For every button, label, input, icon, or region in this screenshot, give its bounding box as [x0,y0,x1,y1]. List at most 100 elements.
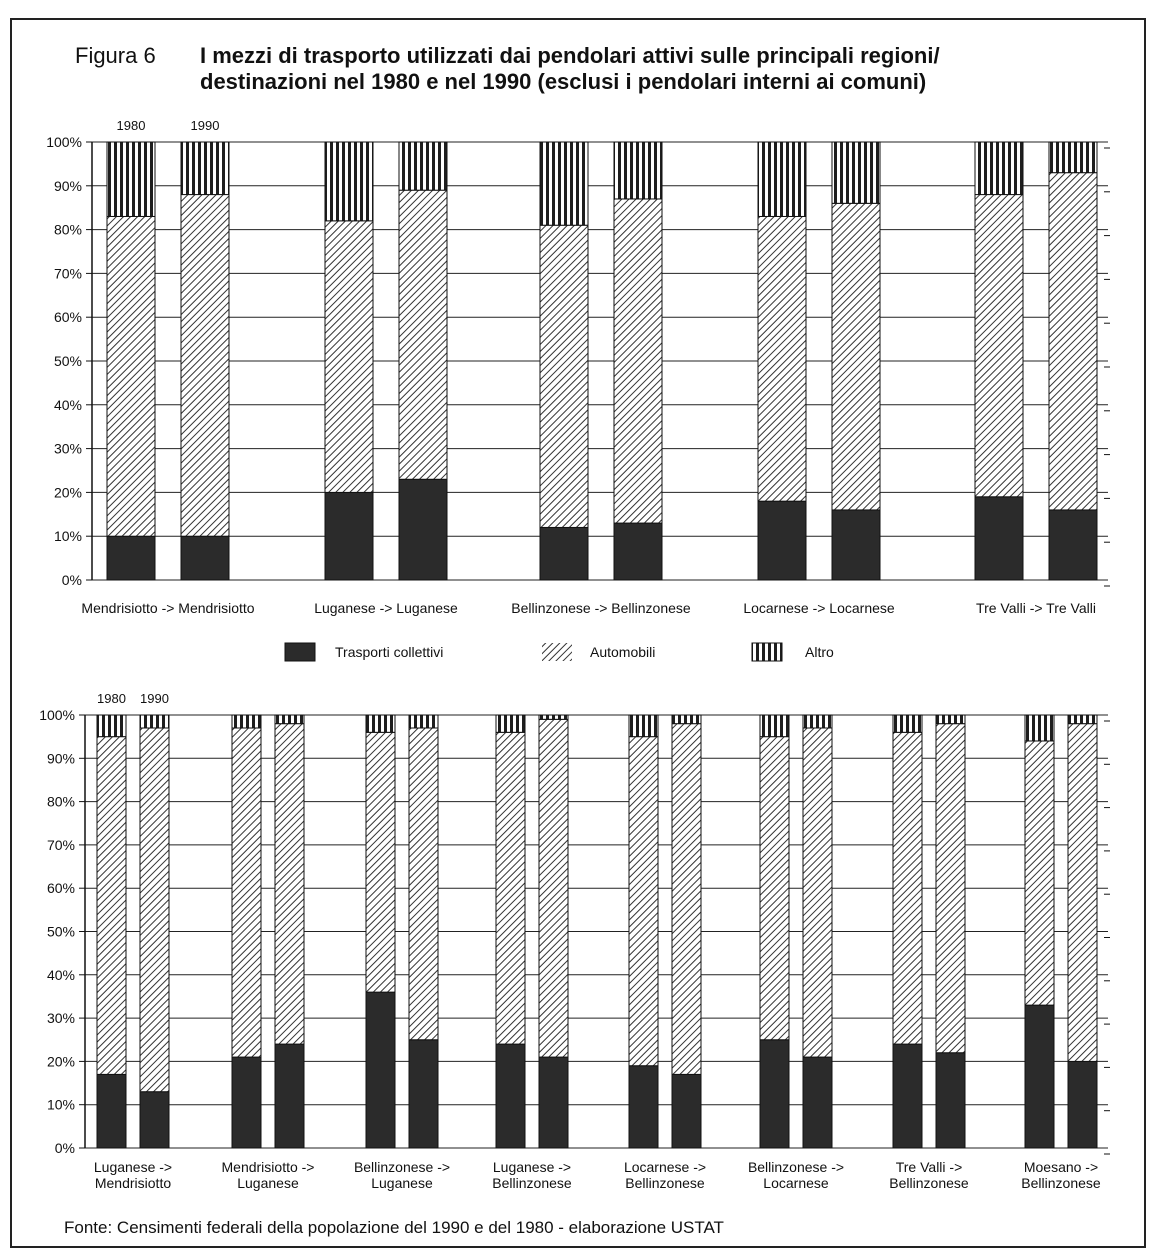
bar-segment-automobili [757,215,807,502]
bar-segment-collettivi [831,509,881,581]
bar-segment-automobili [613,198,663,524]
category-label: Bellinzonese [1021,1175,1101,1191]
category-label: Locarnese [763,1175,829,1191]
figure-label: Figura 6 [75,43,156,68]
bar-segment-altro [365,714,396,733]
bar-segment-automobili [495,731,526,1045]
y-tick-label: 20% [47,1053,75,1069]
bar-segment-altro [935,714,966,725]
y-tick-label: 100% [39,707,75,723]
category-label: Mendrisiotto -> Mendrisiotto [81,600,254,616]
bar-segment-automobili [539,224,589,528]
category-label: Luganese -> Luganese [314,600,458,616]
bar-segment-automobili [1067,723,1098,1062]
bar-segment-altro [974,141,1024,196]
y-tick-label: 10% [47,1097,75,1113]
bar-segment-automobili [802,727,833,1058]
bar-segment-collettivi [671,1073,702,1149]
category-label: Bellinzonese -> Bellinzonese [511,600,691,616]
bar-segment-collettivi [139,1091,170,1149]
bar-segment-automobili [1024,740,1055,1006]
category-label: Bellinzonese -> [748,1159,844,1175]
bar-segment-collettivi [96,1073,127,1149]
bar-segment-altro [180,141,230,196]
category-label: Locarnese -> [624,1159,706,1175]
chart-panel-top: 0% 10% 20% 30% 40% 50% 60% 70% 80% 90% 100% 1980 199… [46,118,1110,616]
bar-segment-collettivi [324,491,374,581]
bar-segment-automobili [180,194,230,537]
y-tick-label: 70% [47,837,75,853]
bar-segment-automobili [892,731,923,1045]
category-label: Mendrisiotto [95,1175,171,1191]
bar-segment-altro [106,141,156,217]
bar-segment-automobili [671,723,702,1075]
y-tick-label: 60% [47,880,75,896]
bar-segment-automobili [1048,172,1098,511]
category-label: Tre Valli -> [896,1159,963,1175]
bar-segment-altro [274,714,305,725]
bar-segment-automobili [408,727,439,1041]
bar-segment-automobili [231,727,262,1058]
legend-swatch-automobili [542,643,572,661]
bar-segment-altro [96,714,127,738]
bar-segment-altro [139,714,170,729]
bar-segment-collettivi [539,526,589,581]
bar-segment-collettivi [538,1056,569,1149]
category-label: Bellinzonese [625,1175,705,1191]
source-note: Fonte: Censimenti federali della popolaz… [64,1218,724,1237]
bar-segment-collettivi [974,496,1024,581]
year-label: 1990 [140,691,169,706]
bar-segment-automobili [365,731,396,993]
figure-title-line-2: destinazioni nel 1980 e nel 1990 (esclus… [200,69,927,94]
bar-segment-collettivi [935,1052,966,1149]
bar-segment-collettivi [757,500,807,581]
category-label: Bellinzonese -> [354,1159,450,1175]
bar-segment-collettivi [759,1039,790,1149]
y-tick-label: 90% [54,178,82,194]
figure-title: I mezzi di trasporto utilizzati dai pend… [200,43,1100,95]
figure-title-line-1: I mezzi di trasporto utilizzati dai pend… [200,43,940,68]
year-label: 1990 [191,118,220,133]
bar-segment-altro [831,141,881,204]
y-tick-label: 70% [54,265,82,281]
bar-segment-collettivi [398,478,448,581]
bar-segment-altro [324,141,374,222]
year-label: 1980 [97,691,126,706]
bar-segment-automobili [139,727,170,1093]
y-tick-label: 20% [54,484,82,500]
bar-segment-collettivi [180,535,230,581]
bar-segment-altro [759,714,790,738]
bar-segment-collettivi [892,1043,923,1149]
y-tick-label: 60% [54,309,82,325]
y-tick-label: 50% [54,353,82,369]
legend-swatch-collettivi [284,642,316,662]
y-tick-label: 0% [62,572,82,588]
y-tick-label: 100% [46,134,82,150]
bar-segment-automobili [398,189,448,480]
bar-segment-automobili [538,718,569,1058]
y-tick-label: 50% [47,924,75,940]
category-label: Bellinzonese [492,1175,572,1191]
bar-segment-altro [1024,714,1055,742]
bar-segment-collettivi [231,1056,262,1149]
legend-label-altro: Altro [805,644,834,660]
bar-segment-automobili [974,194,1024,498]
bar-segment-collettivi [365,991,396,1149]
bar-segment-automobili [274,723,305,1045]
bar-segment-altro [757,141,807,217]
legend: Trasporti collettivi Automobili Altro [284,642,834,662]
y-tick-label: 80% [47,794,75,810]
y-tick-label: 80% [54,222,82,238]
bar-segment-collettivi [1024,1004,1055,1149]
bar-segment-collettivi [628,1065,659,1149]
category-label: Tre Valli -> Tre Valli [976,600,1096,616]
y-tick-label: 40% [54,397,82,413]
bar-segment-automobili [628,736,659,1067]
bar-segment-altro [231,714,262,729]
y-tick-label: 90% [47,750,75,766]
category-label: Luganese [371,1175,433,1191]
bar-segment-altro [398,141,448,191]
y-tick-label: 0% [55,1140,75,1156]
bar-segment-collettivi [106,535,156,581]
bar-segment-altro [892,714,923,733]
